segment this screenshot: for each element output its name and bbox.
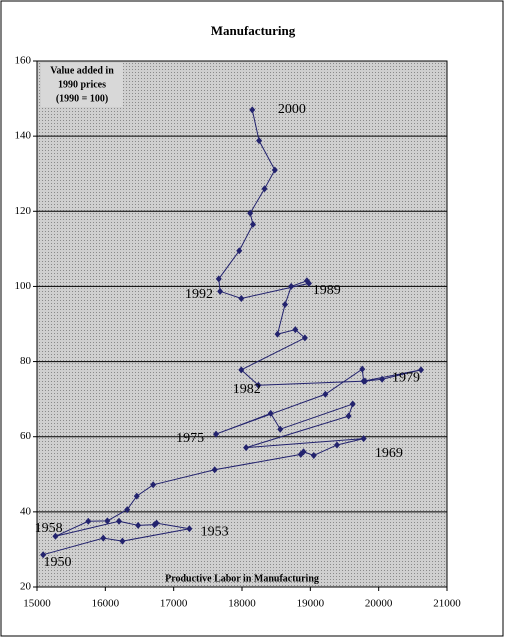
plot-area [36,60,448,588]
point [100,534,107,542]
point [271,166,278,174]
x-tick-label: 18000 [228,598,256,610]
point [243,444,250,452]
point [150,481,157,489]
x-tick-label: 17000 [160,598,188,610]
x-tick-label: 21000 [433,598,461,610]
point [135,521,142,529]
point [288,282,295,290]
annotation: 1989 [313,283,341,298]
point [255,381,262,389]
y-tick-label: 140 [15,130,32,142]
point [282,300,289,308]
y-tick-label: 160 [15,55,32,67]
y-label: Value added in [50,65,114,76]
annotation: 2000 [278,102,306,117]
point [213,430,220,438]
point [186,525,193,533]
chart-title: Manufacturing [211,23,296,38]
annotation: 1969 [375,446,403,461]
x-tick-label: 15000 [23,598,51,610]
point [277,425,284,433]
point [300,448,307,456]
annotation: 1979 [392,371,420,386]
point [360,435,367,443]
y-tick-label: 80 [20,355,32,367]
point [52,532,59,540]
point [249,220,256,228]
y-tick-label: 20 [20,581,32,593]
point [238,366,245,374]
annotation: 1982 [233,382,261,397]
point [274,330,281,338]
point [211,466,218,474]
point [249,106,256,114]
point [104,517,111,525]
point [305,279,312,287]
point [379,375,386,383]
point [238,294,245,302]
x-tick-label: 20000 [365,598,393,610]
point [359,365,366,373]
y-label: (1990 = 100) [56,93,108,104]
y-tick-label: 60 [20,430,32,442]
y-tick-label: 100 [15,280,32,292]
point [256,137,263,145]
annotation: 1953 [201,525,229,540]
point [151,521,158,529]
y-label-box [41,63,123,107]
point [133,492,140,500]
point [247,209,254,217]
x-label: Productive Labor in Manufacturing [165,573,319,584]
point [301,334,308,342]
point [322,390,329,398]
point [292,326,299,334]
point [261,185,268,193]
point [362,377,368,385]
y-tick-label: 40 [20,505,32,517]
point [119,537,126,545]
point [267,409,274,417]
y-label: 1990 prices [58,79,106,90]
annotation: 1975 [176,431,204,446]
point [418,366,425,374]
point [236,247,243,255]
point [333,441,340,449]
point [217,287,224,295]
y-tick-label: 120 [15,205,32,217]
point [116,517,122,525]
x-tick-label: 19000 [297,598,325,610]
point [85,517,92,525]
annotation: 1958 [35,521,63,536]
x-tick-label: 16000 [92,598,120,610]
point [345,412,352,420]
point [40,551,47,559]
annotation: 1992 [185,287,213,302]
point [349,400,356,408]
point [215,275,222,283]
annotation: 1950 [44,555,72,570]
point [310,452,317,459]
point [124,506,131,514]
